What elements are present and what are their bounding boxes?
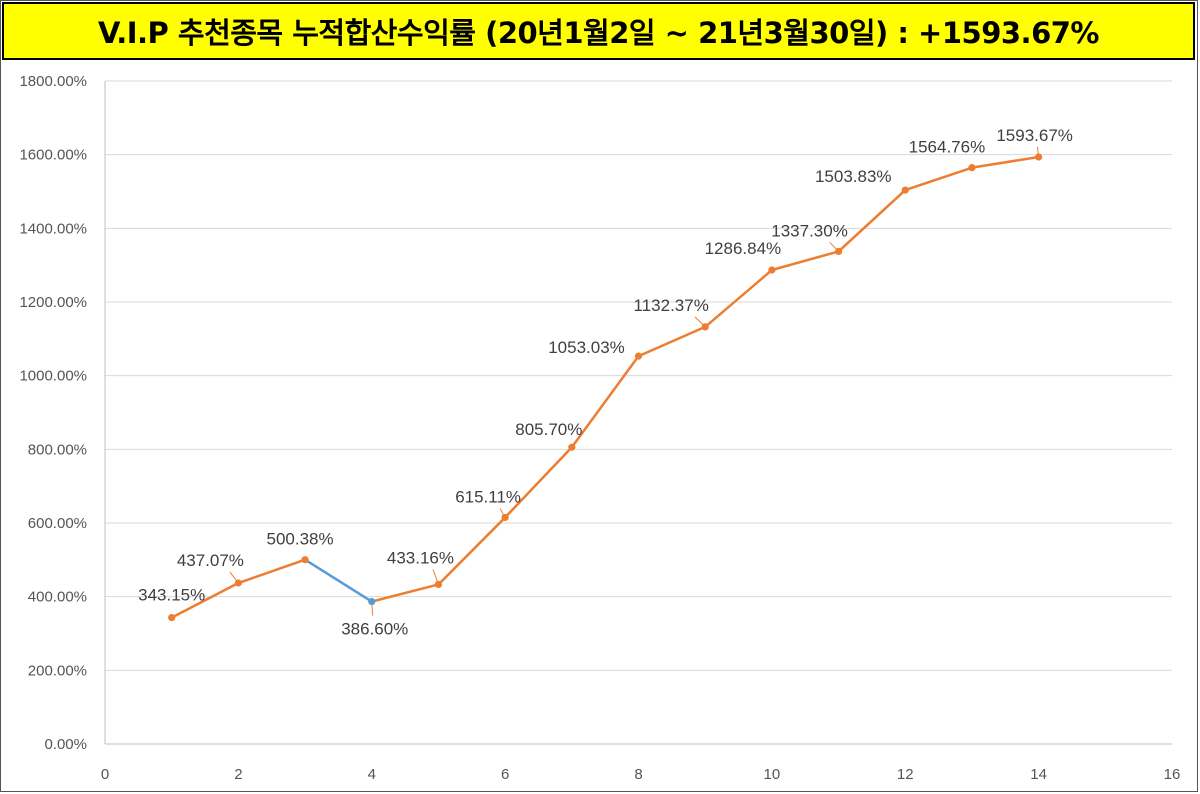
- y-tick-label: 1800.00%: [19, 73, 87, 90]
- x-tick-label: 2: [234, 766, 242, 783]
- data-label: 1053.03%: [548, 338, 625, 357]
- chart-title: V.I.P 추천종목 누적합산수익률 (20년1월2일 ~ 21년3월30일) …: [98, 16, 1099, 50]
- data-label: 437.07%: [177, 551, 244, 570]
- x-tick-label: 4: [368, 766, 376, 783]
- x-tick-label: 0: [101, 766, 109, 783]
- series-point: [701, 323, 709, 331]
- series-point: [234, 579, 242, 587]
- gridlines: [105, 80, 1172, 745]
- series-point: [301, 556, 309, 564]
- y-tick-label: 1600.00%: [19, 147, 87, 164]
- series-segment: [237, 558, 307, 585]
- series-point: [768, 266, 776, 274]
- x-tick-label: 12: [897, 766, 914, 783]
- series-point: [834, 247, 843, 256]
- series-segment-decrease: [303, 558, 373, 603]
- series-points: [168, 153, 1043, 622]
- data-label: 1564.76%: [909, 138, 986, 157]
- data-label: 433.16%: [387, 548, 454, 567]
- y-tick-label: 1200.00%: [19, 294, 87, 311]
- y-tick-label: 200.00%: [28, 662, 87, 679]
- data-label: 500.38%: [267, 530, 334, 549]
- data-labels: 343.15% 437.07% 500.38% 386.60% 433.16% 615.1…: [138, 126, 1073, 639]
- data-label: 805.70%: [515, 420, 582, 439]
- series-point: [968, 164, 976, 172]
- series-point: [368, 598, 376, 606]
- series-segment: [503, 445, 574, 519]
- y-tick-label: 1400.00%: [19, 220, 87, 237]
- series-point: [1035, 153, 1043, 161]
- series-segment: [170, 581, 240, 619]
- series-segment: [770, 250, 840, 272]
- y-tick-label: 0.00%: [44, 736, 87, 753]
- y-tick-label: 400.00%: [28, 589, 87, 606]
- series-segment: [837, 188, 907, 253]
- series-segment: [570, 354, 640, 449]
- x-tick-label: 8: [634, 766, 642, 783]
- y-tick-label: 1000.00%: [19, 368, 87, 385]
- series-point: [568, 443, 576, 451]
- series-point: [501, 513, 509, 522]
- x-tick-label: 10: [764, 766, 781, 783]
- series-segment: [370, 583, 440, 603]
- series-segment: [437, 516, 507, 586]
- series-segment: [637, 325, 707, 358]
- data-label: 1593.67%: [996, 126, 1073, 145]
- data-label: 343.15%: [138, 586, 205, 605]
- tick-labels: 0.00% 200.00% 400.00% 600.00% 800.00% 1000.00…: [19, 73, 1180, 783]
- y-tick-label: 800.00%: [28, 441, 87, 458]
- series-point: [901, 186, 909, 194]
- title-banner: V.I.P 추천종목 누적합산수익률 (20년1월2일 ~ 21년3월30일) …: [2, 2, 1195, 60]
- data-label: 615.11%: [455, 487, 521, 506]
- series-point: [168, 614, 176, 622]
- data-label: 1503.83%: [815, 167, 892, 186]
- series-lines: [170, 155, 1040, 619]
- y-tick-label: 600.00%: [28, 515, 87, 532]
- series-segment: [703, 268, 774, 329]
- data-label: 1337.30%: [771, 221, 848, 240]
- x-tick-label: 6: [501, 766, 509, 783]
- x-tick-label: 16: [1164, 766, 1181, 783]
- series-point: [634, 352, 643, 360]
- series-point: [434, 580, 443, 589]
- x-tick-label: 14: [1030, 766, 1047, 783]
- series-segment: [970, 155, 1040, 169]
- series-segment: [904, 166, 974, 192]
- data-label: 386.60%: [341, 620, 408, 639]
- label-leaders: [229, 146, 1040, 616]
- data-label: 1132.37%: [634, 296, 709, 315]
- data-label: 1286.84%: [705, 239, 782, 258]
